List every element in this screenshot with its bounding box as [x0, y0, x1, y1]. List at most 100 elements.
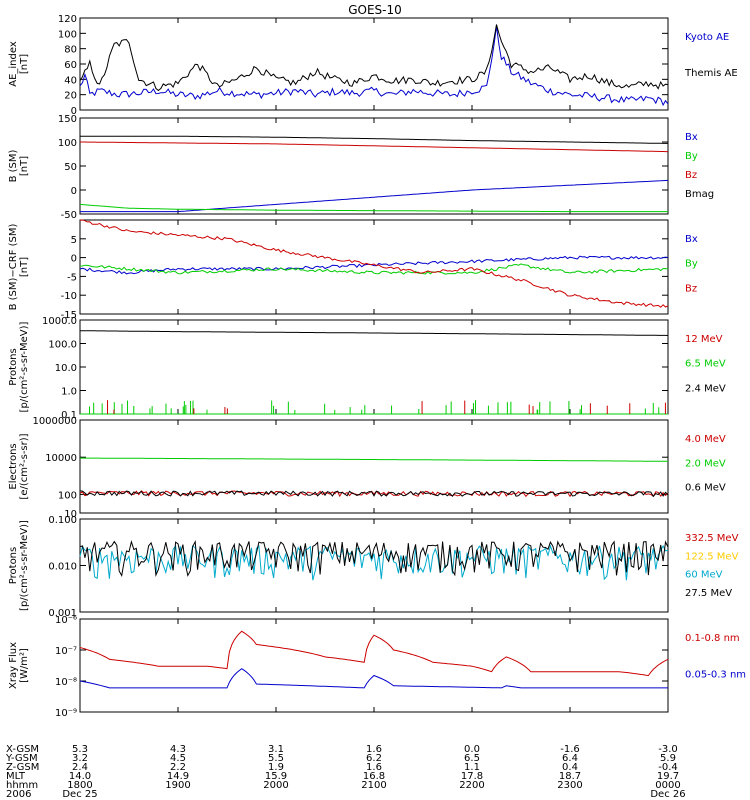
legend-entry: Bz	[685, 283, 697, 294]
panel-frame	[79, 518, 669, 613]
x-axis-value: 1.1	[464, 762, 480, 773]
series-line-60-mev	[79, 544, 669, 581]
panel-6: 10⁻⁹ 10⁻⁸ 10⁻⁷ 10⁻⁶ Xray Flux [W/m²] 0.1-0.8 n…	[8, 615, 746, 719]
x-axis-value: -1.6	[560, 744, 580, 755]
y-axis-label: [nT]	[19, 257, 30, 277]
y-tick-label: 100	[58, 29, 77, 40]
x-axis-value: 5.9	[660, 753, 676, 764]
x-axis-value: 3.1	[268, 744, 284, 755]
panel-frame	[79, 618, 669, 713]
x-axis-value: 14.9	[167, 771, 189, 782]
y-tick-label: 10.0	[55, 363, 77, 374]
panel-frame	[79, 419, 669, 514]
x-axis-value: 14.0	[69, 771, 91, 782]
x-axis-value: -3.0	[658, 744, 678, 755]
x-axis-value: 4.5	[170, 753, 186, 764]
legend-entry: 0.1-0.8 nm	[685, 633, 740, 644]
y-tick-label: 10	[64, 509, 77, 520]
legend-entry: Kyoto AE	[685, 32, 729, 43]
y-tick-label: -10	[61, 291, 77, 302]
y-axis-label: Electrons	[8, 443, 19, 489]
legend-entry: 60 MeV	[685, 570, 723, 581]
legend-entry: 332.5 MeV	[685, 533, 739, 544]
panel-5: 0.001 0.010 0.100 Protons [p/(cm²-s-sr-MeV)]…	[8, 515, 739, 619]
x-axis-value: 6.5	[464, 753, 480, 764]
legend-entry: 27.5 MeV	[685, 588, 732, 599]
y-tick-label: 1.0	[61, 387, 77, 398]
panel-frame	[79, 117, 669, 215]
y-axis-label: [W/m²]	[19, 648, 30, 683]
y-tick-label: 20	[64, 91, 77, 102]
x-axis-value: 6.4	[562, 753, 578, 764]
x-axis-value: 1.9	[268, 762, 284, 773]
y-tick-label: 0.010	[48, 562, 77, 573]
legend-entry: 0.05-0.3 nm	[685, 670, 746, 681]
y-tick-label: 10⁻⁸	[55, 677, 77, 688]
x-axis-value: 2100	[361, 780, 386, 791]
legend-entry: 2.4 MeV	[685, 383, 726, 394]
x-axis-value: 1800	[67, 780, 92, 791]
x-axis-value: 18.7	[559, 771, 581, 782]
panel-frame	[79, 219, 669, 315]
y-tick-label: 10⁻⁶	[55, 615, 77, 626]
panel-frame	[79, 17, 669, 111]
x-axis-row-label: Z-GSM	[6, 762, 39, 773]
y-axis-label: [e/(cm²-s-sr)]	[19, 433, 30, 499]
y-axis-label: [nT]	[19, 54, 30, 74]
series-line-bmag	[80, 135, 668, 144]
series-line-bx	[80, 179, 669, 213]
x-axis-row-label: Y-GSM	[5, 753, 38, 764]
y-tick-label: 80	[64, 45, 77, 56]
x-axis-value: 1.6	[366, 762, 382, 773]
x-axis-value: 1.6	[366, 744, 382, 755]
series-line-bx	[79, 255, 669, 275]
x-axis-value: 19.7	[657, 771, 679, 782]
y-tick-label: 100.0	[48, 340, 77, 351]
legend-entry: Bz	[685, 170, 697, 181]
panel-1: -50 0 50 100 150 B (SM) [nT] Bx By Bz Bmag	[8, 114, 714, 221]
x-axis-value: 0.4	[562, 762, 578, 773]
series-line-0-6-mev	[79, 490, 669, 498]
y-tick-label: 0	[71, 186, 77, 197]
x-axis-row-label: hhmm	[6, 780, 38, 791]
series-line-by	[79, 203, 668, 213]
y-tick-label: 40	[64, 75, 77, 86]
y-axis-label: Protons	[8, 348, 19, 385]
y-tick-label: 0	[71, 106, 77, 117]
y-axis-label: [p/(cm²-s-sr-MeV)]	[19, 321, 30, 412]
legend-entry: 12 MeV	[685, 334, 723, 345]
y-axis-label: AE_index	[8, 41, 19, 87]
y-tick-label: 1000.0	[42, 316, 77, 327]
series-line-bz	[80, 141, 668, 153]
y-tick-label: -15	[61, 310, 77, 321]
x-axis-value: 17.8	[461, 771, 483, 782]
y-tick-label: 1000000	[32, 416, 77, 427]
x-axis-value: Dec 26	[650, 789, 685, 800]
x-axis-value: Dec 25	[62, 789, 97, 800]
legend-entry: 4.0 MeV	[685, 434, 726, 445]
x-axis-value: 2000	[263, 780, 288, 791]
x-axis-value: 2300	[557, 780, 582, 791]
x-axis-value: 15.9	[265, 771, 287, 782]
x-axis-value: 2.2	[170, 762, 186, 773]
y-tick-label: 0	[71, 254, 77, 265]
y-tick-label: 0.100	[48, 515, 77, 526]
y-tick-label: 0.1	[61, 410, 77, 421]
y-tick-label: 10000	[45, 453, 77, 464]
x-axis-value: -0.4	[658, 762, 678, 773]
x-axis-row-label: MLT	[6, 771, 26, 782]
x-axis-value: 5.3	[72, 744, 88, 755]
x-axis-value: 6.2	[366, 753, 382, 764]
figure-title: GOES-10	[348, 3, 402, 17]
legend-entry: Bx	[685, 234, 698, 245]
legend-entry: 2.0 MeV	[685, 458, 726, 469]
x-axis-value: 5.5	[268, 753, 284, 764]
panel-2: -15 -10 -5 0 5 B (SM)−CRF (SM) [nT] Bx By Bz	[8, 219, 698, 321]
series-line-2-0-mev	[80, 457, 668, 462]
legend-entry: By	[685, 259, 698, 270]
y-tick-label: -50	[61, 210, 77, 221]
x-axis-value: 2.4	[72, 762, 88, 773]
series-line-themis-ae	[79, 24, 669, 92]
